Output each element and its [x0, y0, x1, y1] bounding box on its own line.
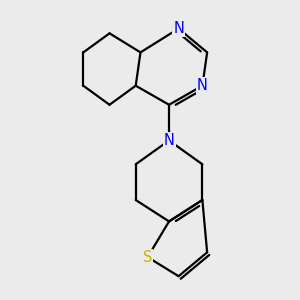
Text: N: N — [164, 133, 175, 148]
Text: N: N — [197, 78, 208, 93]
Text: N: N — [173, 21, 184, 36]
Text: S: S — [143, 250, 152, 265]
